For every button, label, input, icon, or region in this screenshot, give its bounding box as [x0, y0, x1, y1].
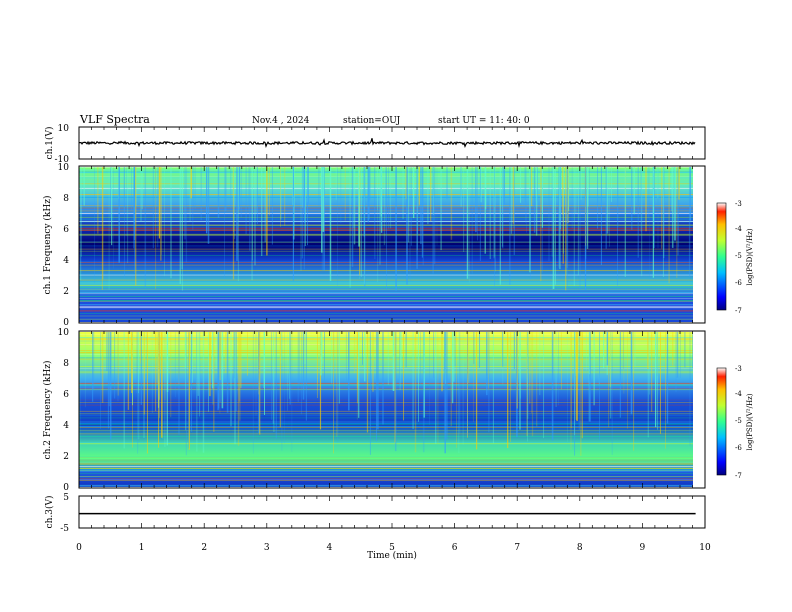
- station-label: station=OUJ: [343, 116, 401, 126]
- x-axis-labels: 0 1 2 3 4 5 6 7 8 9 10: [76, 543, 711, 553]
- xtick-0: 0: [76, 543, 82, 553]
- time-ticks: [78, 127, 706, 528]
- xtick-3: 3: [264, 543, 270, 553]
- xtick-7: 7: [514, 543, 520, 553]
- xtick-2: 2: [201, 543, 207, 553]
- ch2-freq-tick-2: 2: [63, 452, 69, 462]
- ch1-freq-tick-8: 8: [63, 194, 69, 204]
- ch3-waveform-panel: 5 -5 ch.3(V): [44, 493, 706, 534]
- ch2-freq-tick-8: 8: [63, 359, 69, 369]
- ch2-spectrogram-texture: [79, 332, 693, 487]
- ch2-freq-tick-0: 0: [63, 483, 69, 493]
- ch1-ylabel: ch.1(V): [44, 127, 55, 160]
- ch2-freq-tick-10: 10: [58, 328, 70, 338]
- ch2-spectrogram-ylabel: ch.2 Frequency (kHz): [42, 361, 53, 460]
- cb1-tick-m3: -3: [735, 200, 742, 208]
- xtick-4: 4: [327, 543, 333, 553]
- ch1-freq-tick-0: 0: [63, 318, 69, 328]
- cb1-tick-m4: -4: [735, 225, 742, 233]
- ch2-freq-tick-4: 4: [63, 421, 69, 431]
- ch3-ytick-top: 5: [63, 493, 69, 503]
- ch1-ytick-top: 10: [58, 124, 70, 134]
- ch2-spectrogram-panel: 10 8 6 4 2 0 ch.2 Frequency (kHz) -3 -4 …: [42, 328, 754, 493]
- ch1-freq-tick-4: 4: [63, 256, 69, 266]
- ch1-freq-tick-6: 6: [63, 225, 69, 235]
- cb2-tick-m4: -4: [735, 390, 742, 398]
- cb2-tick-m6: -6: [735, 444, 742, 452]
- xtick-5: 5: [389, 543, 395, 553]
- ch2-colorbar: [716, 367, 727, 476]
- cb1-tick-m6: -6: [735, 279, 742, 287]
- ch1-waveform-trace: [78, 138, 696, 149]
- ch2-spectrogram-image: [79, 332, 693, 487]
- ch3-ylabel: ch.3(V): [44, 496, 55, 529]
- ch2-freq-tick-6: 6: [63, 390, 69, 400]
- ch1-spectrogram-panel: 10 6 8 4 2 0 ch.1 Frequency (kHz) -3 -4 …: [42, 163, 754, 328]
- cb2-tick-m3: -3: [735, 365, 742, 373]
- cb1-label: log(PSD)(V²/Hz): [746, 228, 754, 285]
- cb1-tick-m5: -5: [735, 252, 742, 260]
- ch1-waveform-panel: 10 -10 ch.1(V): [44, 124, 706, 165]
- ch1-freq-tick-10: 10: [58, 163, 70, 173]
- cb2-label: log(PSD)(V²/Hz): [746, 393, 754, 450]
- start-time-label: start UT = 11: 40: 0: [438, 116, 530, 126]
- xtick-10: 10: [699, 543, 711, 553]
- xtick-6: 6: [452, 543, 458, 553]
- x-axis-label: Time (min): [367, 550, 417, 561]
- ch1-ytick-bottom: -10: [55, 155, 70, 165]
- date-label: Nov.4 , 2024: [252, 116, 310, 126]
- figure-title: VLF Spectra: [79, 113, 150, 126]
- ch1-spectrogram-texture: [79, 167, 693, 320]
- ch1-colorbar: [716, 202, 727, 311]
- ch1-spectrogram-ylabel: ch.1 Frequency (kHz): [42, 196, 53, 295]
- ch1-freq-tick-2: 2: [63, 287, 69, 297]
- xtick-9: 9: [640, 543, 646, 553]
- cb1-tick-m7: -7: [735, 307, 742, 315]
- xtick-8: 8: [577, 543, 583, 553]
- ch3-ytick-bottom: -5: [60, 524, 69, 534]
- cb2-tick-m7: -7: [735, 472, 742, 480]
- xtick-1: 1: [139, 543, 145, 553]
- cb2-tick-m5: -5: [735, 417, 742, 425]
